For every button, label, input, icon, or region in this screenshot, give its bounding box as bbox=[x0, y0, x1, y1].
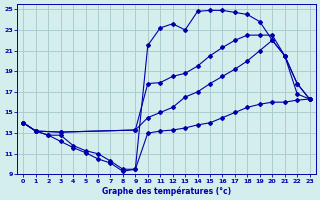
X-axis label: Graphe des températures (°c): Graphe des températures (°c) bbox=[102, 186, 231, 196]
